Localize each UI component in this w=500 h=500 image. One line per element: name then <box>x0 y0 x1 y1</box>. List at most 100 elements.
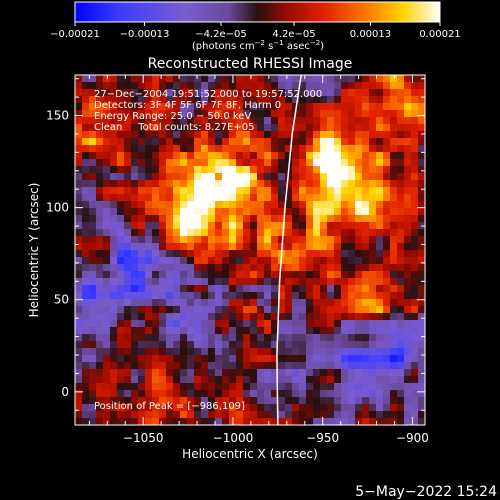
heatmap-cell <box>306 187 314 195</box>
heatmap-cell <box>257 292 265 300</box>
heatmap-cell <box>180 180 188 188</box>
heatmap-cell <box>320 124 328 132</box>
heatmap-cell <box>187 278 195 286</box>
heatmap-cell <box>418 264 425 272</box>
heatmap-cell <box>124 334 132 342</box>
heatmap-cell <box>110 369 118 377</box>
heatmap-cell <box>327 89 335 97</box>
heatmap-cell <box>334 131 342 139</box>
heatmap-cell <box>397 404 405 412</box>
heatmap-cell <box>264 82 272 90</box>
heatmap-cell <box>271 250 279 258</box>
heatmap-cell <box>187 299 195 307</box>
heatmap-cell <box>390 397 398 405</box>
heatmap-cell <box>397 110 405 118</box>
heatmap-cell <box>411 96 419 104</box>
heatmap-cell <box>89 75 97 83</box>
heatmap-cell <box>341 187 349 195</box>
heatmap-cell <box>208 376 216 384</box>
heatmap-cell <box>355 285 363 293</box>
heatmap-cell <box>173 383 181 391</box>
heatmap-cell <box>404 215 412 223</box>
heatmap-cell <box>355 152 363 160</box>
heatmap-cell <box>327 285 335 293</box>
heatmap-cell <box>383 404 391 412</box>
heatmap-cell <box>173 271 181 279</box>
heatmap-cell <box>292 117 300 125</box>
heatmap-cell <box>110 390 118 398</box>
heatmap-cell <box>355 96 363 104</box>
heatmap-cell <box>201 222 209 230</box>
heatmap-cell <box>89 306 97 314</box>
heatmap-cell <box>222 292 230 300</box>
heatmap-cell <box>411 173 419 181</box>
heatmap-cell <box>180 173 188 181</box>
heatmap-cell <box>257 306 265 314</box>
heatmap-cell <box>306 236 314 244</box>
heatmap-cell <box>229 383 237 391</box>
heatmap-cell <box>404 271 412 279</box>
heatmap-cell <box>159 418 167 425</box>
heatmap-cell <box>96 75 104 83</box>
heatmap-cell <box>390 320 398 328</box>
heatmap-cell <box>117 215 125 223</box>
heatmap-cell <box>306 292 314 300</box>
heatmap-cell <box>376 138 384 146</box>
heatmap-cell <box>327 243 335 251</box>
heatmap-cell <box>96 278 104 286</box>
heatmap-cell <box>152 89 160 97</box>
heatmap-cell <box>236 411 244 419</box>
heatmap-cell <box>369 96 377 104</box>
heatmap-cell <box>138 250 146 258</box>
heatmap-cell <box>334 376 342 384</box>
heatmap-cell <box>341 362 349 370</box>
heatmap-cell <box>180 110 188 118</box>
heatmap-cell <box>187 271 195 279</box>
heatmap-cell <box>145 243 153 251</box>
heatmap-cell <box>306 180 314 188</box>
heatmap-cell <box>341 250 349 258</box>
heatmap-cell <box>334 96 342 104</box>
heatmap-cell <box>285 397 293 405</box>
heatmap-cell <box>96 369 104 377</box>
heatmap-cell <box>404 145 412 153</box>
heatmap-cell <box>187 110 195 118</box>
heatmap-cell <box>117 390 125 398</box>
heatmap-cell <box>117 138 125 146</box>
heatmap-cell <box>362 250 370 258</box>
heatmap-cell <box>159 278 167 286</box>
heatmap-cell <box>159 243 167 251</box>
heatmap-cell <box>369 152 377 160</box>
heatmap-cell <box>187 285 195 293</box>
heatmap-cell <box>229 369 237 377</box>
heatmap-cell <box>110 222 118 230</box>
heatmap-cell <box>257 418 265 425</box>
heatmap-cell <box>278 299 286 307</box>
heatmap-cell <box>145 96 153 104</box>
heatmap-cell <box>82 215 90 223</box>
heatmap-cell <box>299 250 307 258</box>
heatmap-cell <box>208 362 216 370</box>
heatmap-cell <box>229 131 237 139</box>
heatmap-cell <box>313 166 321 174</box>
heatmap-cell <box>313 103 321 111</box>
heatmap-cell <box>264 411 272 419</box>
heatmap-cell <box>327 383 335 391</box>
heatmap-cell <box>418 320 425 328</box>
heatmap-cell <box>166 362 174 370</box>
heatmap-cell <box>229 138 237 146</box>
heatmap-cell <box>390 103 398 111</box>
heatmap-cell <box>131 285 139 293</box>
heatmap-cell <box>292 75 300 83</box>
heatmap-cell <box>376 194 384 202</box>
heatmap-cell <box>166 257 174 265</box>
heatmap-cell <box>194 404 202 412</box>
heatmap-cell <box>285 271 293 279</box>
heatmap-cell <box>348 341 356 349</box>
heatmap-cell <box>278 82 286 90</box>
heatmap-cell <box>411 103 419 111</box>
heatmap-cell <box>404 299 412 307</box>
heatmap-cell <box>145 257 153 265</box>
heatmap-cell <box>82 152 90 160</box>
heatmap-cell <box>201 173 209 181</box>
